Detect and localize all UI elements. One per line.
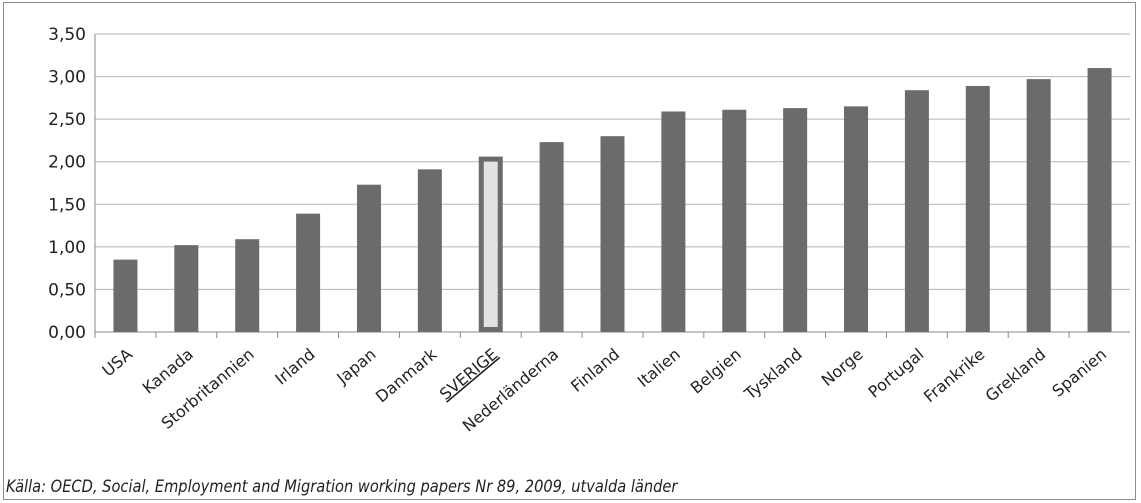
bar-spanien (1087, 68, 1112, 333)
y-tick-label: 2,00 (48, 153, 86, 173)
x-category-label: Finland (567, 345, 623, 396)
bar-japan (356, 184, 381, 332)
bars (113, 68, 1112, 333)
bar-kanada (174, 245, 199, 332)
y-tick-label: 3,00 (48, 68, 86, 88)
x-category-label: USA (98, 344, 136, 380)
bar-belgien (722, 109, 747, 332)
bar-grekland (1026, 79, 1051, 332)
x-category-label: Grekland (982, 345, 1050, 406)
bar-usa (113, 259, 138, 332)
x-category-label: Tyskland (740, 345, 806, 404)
x-category-label: Belgien (687, 345, 745, 398)
x-category-label: Spanien (1048, 345, 1110, 401)
x-category-label: Danmark (372, 344, 441, 406)
y-tick-label: 2,50 (48, 110, 86, 130)
x-category-label: Kanada (139, 345, 197, 398)
x-category-label: Frankrike (920, 345, 988, 407)
y-axis-ticks: 0,00 0,50 1,00 1,50 2,00 2,50 3,00 3,50 (48, 25, 86, 343)
bar-portugal (904, 90, 929, 333)
y-tick-label: 3,50 (48, 25, 86, 45)
bar-nederländerna (539, 142, 564, 332)
bar-tyskland (783, 108, 808, 333)
bar-italien (661, 111, 686, 332)
x-category-label: Norge (818, 345, 867, 390)
y-tick-label: 1,50 (48, 195, 86, 215)
source-note: Källa: OECD, Social, Employment and Migr… (6, 477, 678, 497)
y-tick-label: 0,00 (48, 323, 86, 343)
bar-irland (296, 213, 321, 332)
bar-sverige (478, 156, 503, 332)
y-tick-label: 0,50 (48, 280, 86, 300)
x-category-label: Portugal (865, 345, 928, 402)
x-category-label: Italien (634, 345, 684, 391)
bar-norge (844, 106, 869, 332)
x-category-label: Irland (271, 345, 318, 389)
bar-danmark (417, 169, 442, 332)
y-tick-label: 1,00 (48, 238, 86, 258)
bar-storbritannien (235, 239, 260, 332)
gridlines (94, 33, 1130, 338)
bar-frankrike (965, 85, 990, 333)
bar-finland (600, 136, 625, 332)
x-category-label: Japan (332, 345, 379, 389)
